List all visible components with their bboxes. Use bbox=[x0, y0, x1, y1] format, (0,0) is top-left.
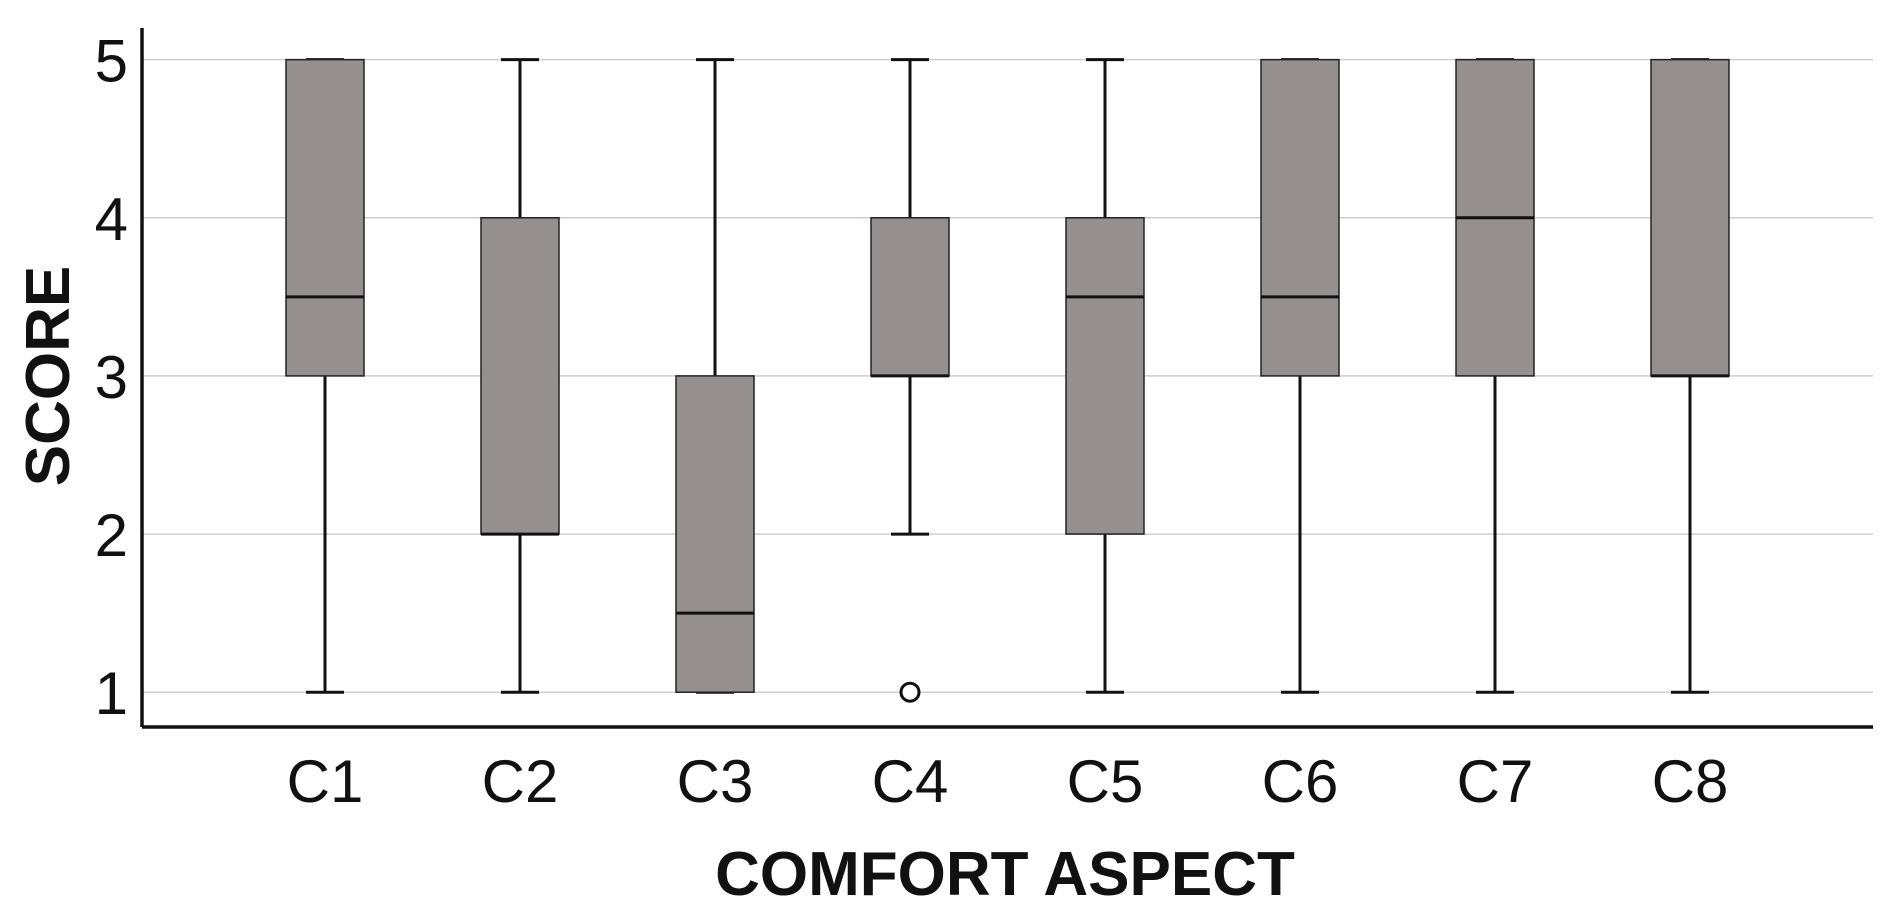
y-axis-title: SCORE bbox=[14, 266, 83, 486]
box-C1 bbox=[285, 58, 365, 694]
iqr-box bbox=[675, 375, 755, 693]
x-tick-label: C3 bbox=[677, 748, 754, 815]
box-C5 bbox=[1065, 58, 1145, 694]
y-tick-label: 4 bbox=[95, 186, 128, 253]
box-C6 bbox=[1260, 58, 1340, 694]
box-C7 bbox=[1455, 58, 1535, 694]
outlier-point bbox=[899, 681, 921, 703]
y-tick-label: 1 bbox=[95, 660, 128, 727]
iqr-box bbox=[285, 58, 365, 377]
box-C8 bbox=[1650, 58, 1730, 694]
iqr-box bbox=[1650, 58, 1730, 377]
x-tick-label: C5 bbox=[1067, 748, 1144, 815]
x-tick-label: C7 bbox=[1457, 748, 1534, 815]
y-tick-label: 2 bbox=[95, 502, 128, 569]
axes bbox=[140, 28, 1873, 729]
x-tick-label: C8 bbox=[1652, 748, 1729, 815]
box-C2 bbox=[480, 58, 560, 694]
y-tick-label: 5 bbox=[95, 28, 128, 95]
iqr-box bbox=[480, 217, 560, 535]
tick-labels: 1 2 3 4 5 C1 C2 C3 C4 C5 C6 C7 C8 bbox=[95, 28, 1729, 815]
box-C3 bbox=[675, 58, 755, 694]
iqr-box bbox=[1260, 58, 1340, 377]
boxes bbox=[285, 58, 1730, 703]
x-tick-label: C6 bbox=[1262, 748, 1339, 815]
x-tick-label: C1 bbox=[287, 748, 364, 815]
iqr-box bbox=[1065, 217, 1145, 535]
y-tick-label: 3 bbox=[95, 344, 128, 411]
x-axis-title: COMFORT ASPECT bbox=[715, 840, 1295, 909]
iqr-box bbox=[870, 217, 950, 377]
x-tick-label: C4 bbox=[872, 748, 949, 815]
box-C4 bbox=[870, 58, 950, 703]
x-tick-label: C2 bbox=[482, 748, 559, 815]
gridlines bbox=[142, 58, 1873, 693]
